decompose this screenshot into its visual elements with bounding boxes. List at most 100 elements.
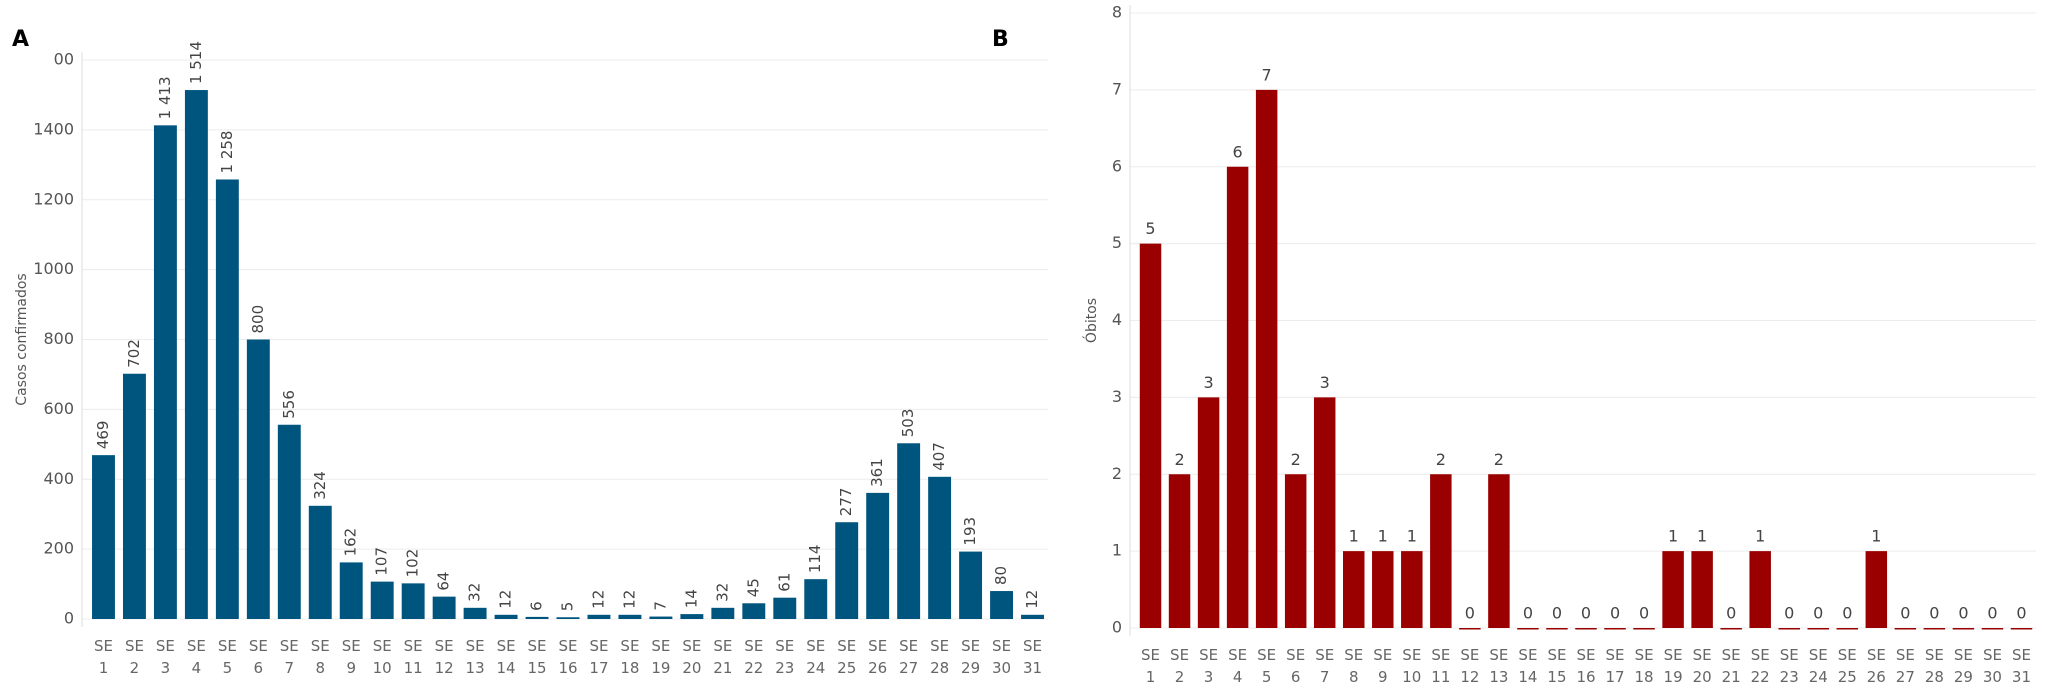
value-label: 0 xyxy=(1552,604,1562,623)
bar xyxy=(680,614,704,619)
y-tick-label: 1000 xyxy=(33,259,74,278)
x-tick-label: SE 21 xyxy=(713,637,733,677)
bar xyxy=(1401,551,1423,628)
x-tick-label: SE 30 xyxy=(1982,646,2002,686)
value-label: 7 xyxy=(1262,65,1272,84)
y-tick-label: 1400 xyxy=(33,119,74,138)
bar xyxy=(1778,628,1800,630)
value-label: 0 xyxy=(2016,604,2026,623)
x-tick-label: SE 28 xyxy=(1924,646,1944,686)
x-tick-label: SE 4 xyxy=(186,637,206,677)
bar xyxy=(618,614,642,619)
value-label: 6 xyxy=(528,601,546,611)
bar xyxy=(1459,628,1481,630)
x-tick-label: SE 18 xyxy=(1634,646,1654,686)
bar xyxy=(1546,628,1568,630)
x-tick-label: SE 2 xyxy=(124,637,144,677)
value-label: 1 xyxy=(1349,527,1359,546)
value-label: 3 xyxy=(1320,373,1330,392)
bar xyxy=(339,562,363,619)
bar xyxy=(1139,243,1162,628)
x-tick-label: SE 2 xyxy=(1170,646,1190,686)
y-tick-label: 600 xyxy=(43,399,74,418)
bar xyxy=(1284,474,1307,628)
value-label: 0 xyxy=(1842,604,1852,623)
panel-label: B xyxy=(992,27,1009,52)
bar xyxy=(1894,628,1917,630)
x-tick-label: SE 22 xyxy=(744,637,764,677)
value-label: 469 xyxy=(94,421,112,450)
y-tick-label: 7 xyxy=(1112,79,1122,98)
y-tick-label: 4 xyxy=(1112,310,1122,329)
x-tick-label: SE 25 xyxy=(837,637,857,677)
bar xyxy=(1168,474,1191,628)
x-tick-label: SE 22 xyxy=(1750,646,1770,686)
bar xyxy=(928,476,952,619)
x-tick-label: SE 31 xyxy=(2011,646,2032,686)
y-tick-label: 200 xyxy=(43,539,74,558)
bar xyxy=(525,616,549,619)
x-tick-label: SE 30 xyxy=(992,637,1012,677)
bar xyxy=(1430,474,1452,628)
x-tick-label: SE 12 xyxy=(434,637,454,677)
y-tick-label: 0 xyxy=(64,609,74,628)
value-label: 32 xyxy=(466,583,484,602)
value-label: 12 xyxy=(1023,590,1041,609)
x-tick-label: SE 20 xyxy=(1692,646,1712,686)
y-tick-label: 0 xyxy=(1112,618,1122,637)
bar xyxy=(92,455,115,619)
value-label: 1 258 xyxy=(218,131,236,174)
value-label: 0 xyxy=(1639,604,1649,623)
x-tick-label: SE 7 xyxy=(1315,646,1335,686)
y-tick-label: 1 xyxy=(1112,541,1122,560)
y-tick-label: 5 xyxy=(1112,233,1122,252)
x-tick-label: SE 21 xyxy=(1721,646,1741,686)
bar xyxy=(835,522,859,619)
x-tick-label: SE 19 xyxy=(1663,646,1683,686)
value-label: 0 xyxy=(1900,604,1910,623)
x-tick-label: SE 17 xyxy=(1605,646,1625,686)
x-tick-label: SE 4 xyxy=(1228,646,1248,686)
x-tick-label: SE 15 xyxy=(1547,646,1567,686)
bar xyxy=(1691,551,1713,628)
value-label: 277 xyxy=(837,488,855,517)
value-label: 800 xyxy=(249,305,267,334)
bar xyxy=(1372,551,1394,628)
x-tick-label: SE 13 xyxy=(465,637,485,677)
value-label: 162 xyxy=(342,528,360,557)
value-label: 0 xyxy=(1523,604,1533,623)
value-label: 7 xyxy=(651,601,669,611)
bar xyxy=(1226,166,1249,628)
x-tick-label: SE 28 xyxy=(930,637,950,677)
x-tick-label: SE 5 xyxy=(1257,646,1277,686)
bar xyxy=(804,579,828,619)
value-label: 361 xyxy=(868,458,886,487)
value-label: 32 xyxy=(713,583,731,602)
y-tick-label: 8 xyxy=(1112,3,1122,22)
value-label: 2 xyxy=(1494,450,1504,469)
y-tick-label: 2 xyxy=(1112,464,1122,483)
bar xyxy=(1313,397,1336,628)
value-label: 1 xyxy=(1697,527,1707,546)
x-tick-label: SE 27 xyxy=(899,637,919,677)
bar xyxy=(401,583,425,619)
y-tick-label: 3 xyxy=(1112,387,1122,406)
x-tick-label: SE 25 xyxy=(1837,646,1857,686)
value-label: 6 xyxy=(1233,142,1243,161)
value-label: 0 xyxy=(1610,604,1620,623)
bar xyxy=(1517,628,1539,630)
x-tick-label: SE 16 xyxy=(1576,646,1596,686)
bar xyxy=(742,603,766,619)
value-label: 0 xyxy=(1958,604,1968,623)
x-tick-label: SE 8 xyxy=(1344,646,1364,686)
value-label: 107 xyxy=(373,547,391,576)
bar xyxy=(1807,628,1829,630)
bar xyxy=(1255,89,1278,628)
value-label: 2 xyxy=(1291,450,1301,469)
bar xyxy=(494,614,518,619)
bar xyxy=(556,617,580,619)
y-axis-label: Casos confirmados xyxy=(14,273,30,405)
value-label: 0 xyxy=(1987,604,1997,623)
bar xyxy=(866,492,890,619)
